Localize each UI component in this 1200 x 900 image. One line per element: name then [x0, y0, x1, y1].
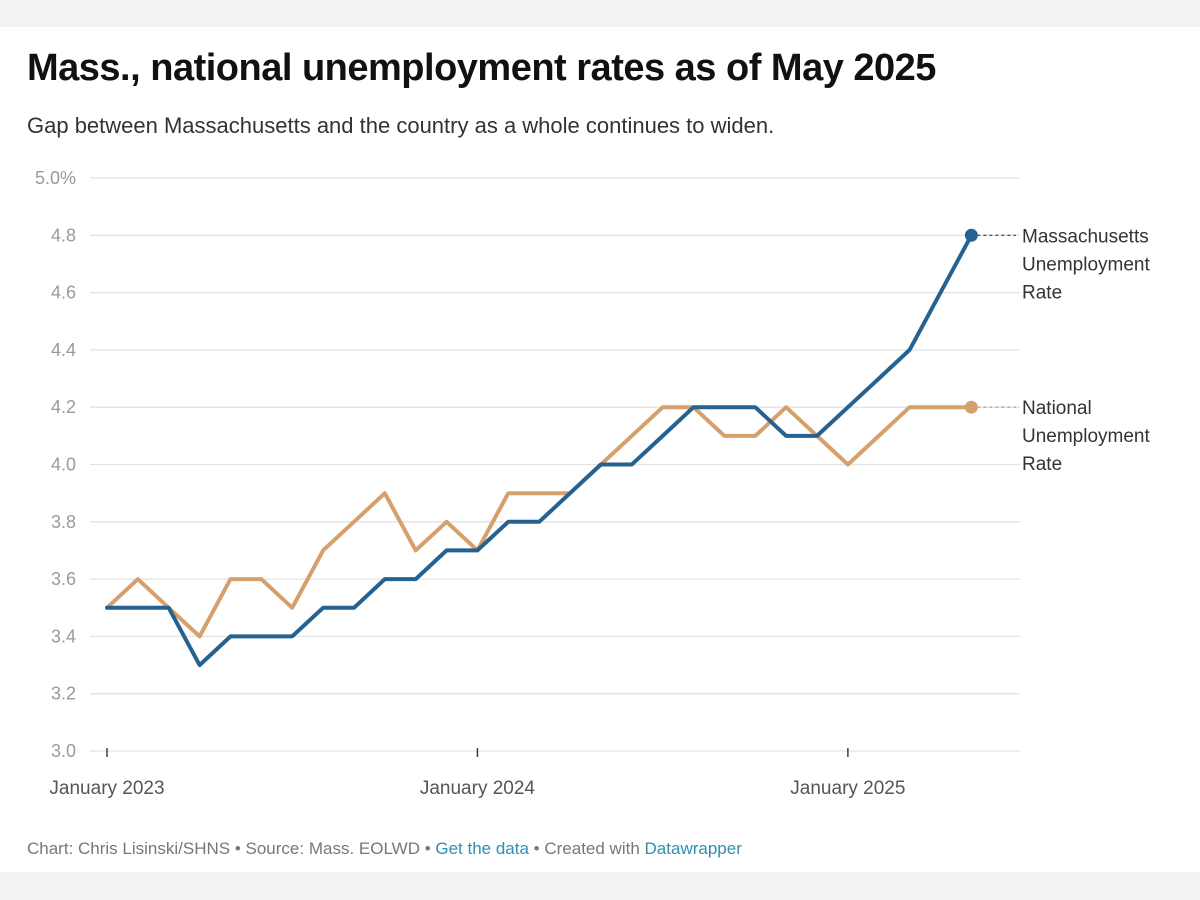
series-line-national: [105, 405, 974, 639]
chart-subtitle: Gap between Massachusetts and the countr…: [27, 113, 775, 138]
y-tick-label: 4.6: [51, 283, 76, 303]
datawrapper-link[interactable]: Datawrapper: [644, 839, 742, 858]
y-tick-label: 3.8: [51, 512, 76, 532]
y-tick-label: 4.0: [51, 455, 76, 475]
y-tick-label: 3.6: [51, 569, 76, 589]
y-tick-label: 4.8: [51, 225, 76, 245]
y-tick-label: 3.0: [51, 741, 76, 761]
chart-footer: Chart: Chris Lisinski/SHNS • Source: Mas…: [27, 839, 742, 859]
end-point-marker-national: [964, 400, 978, 414]
series-label-national: Rate: [1022, 454, 1062, 475]
series-label-massachusetts: Massachusetts: [1022, 226, 1149, 247]
y-tick-label: 4.4: [51, 340, 76, 360]
get-the-data-link[interactable]: Get the data: [435, 839, 529, 858]
chart-card: Mass., national unemployment rates as of…: [0, 27, 1200, 872]
series-line-massachusetts: [105, 233, 974, 668]
created-with-text: Created with: [544, 839, 645, 858]
series-label-national: National: [1022, 398, 1092, 419]
series-label-massachusetts: Rate: [1022, 282, 1062, 303]
x-tick-label: January 2024: [420, 778, 536, 799]
chart-credit: Chart: Chris Lisinski/SHNS: [27, 839, 231, 858]
y-tick-label: 3.2: [51, 684, 76, 704]
series-label-national: Unemployment: [1022, 426, 1150, 447]
x-tick-label: January 2023: [49, 778, 164, 799]
y-tick-label: 3.4: [51, 626, 76, 646]
chart-title: Mass., national unemployment rates as of…: [27, 47, 936, 89]
footer-separator: •: [230, 839, 246, 858]
y-tick-label: 5.0%: [35, 168, 76, 188]
end-point-marker-massachusetts: [964, 228, 978, 242]
footer-separator: •: [528, 839, 545, 858]
footer-separator: •: [419, 839, 436, 858]
y-tick-label: 4.2: [51, 397, 76, 417]
source-text: Source: Mass. EOLWD: [245, 839, 420, 858]
series-label-massachusetts: Unemployment: [1022, 254, 1150, 275]
x-tick-label: January 2025: [790, 778, 905, 799]
